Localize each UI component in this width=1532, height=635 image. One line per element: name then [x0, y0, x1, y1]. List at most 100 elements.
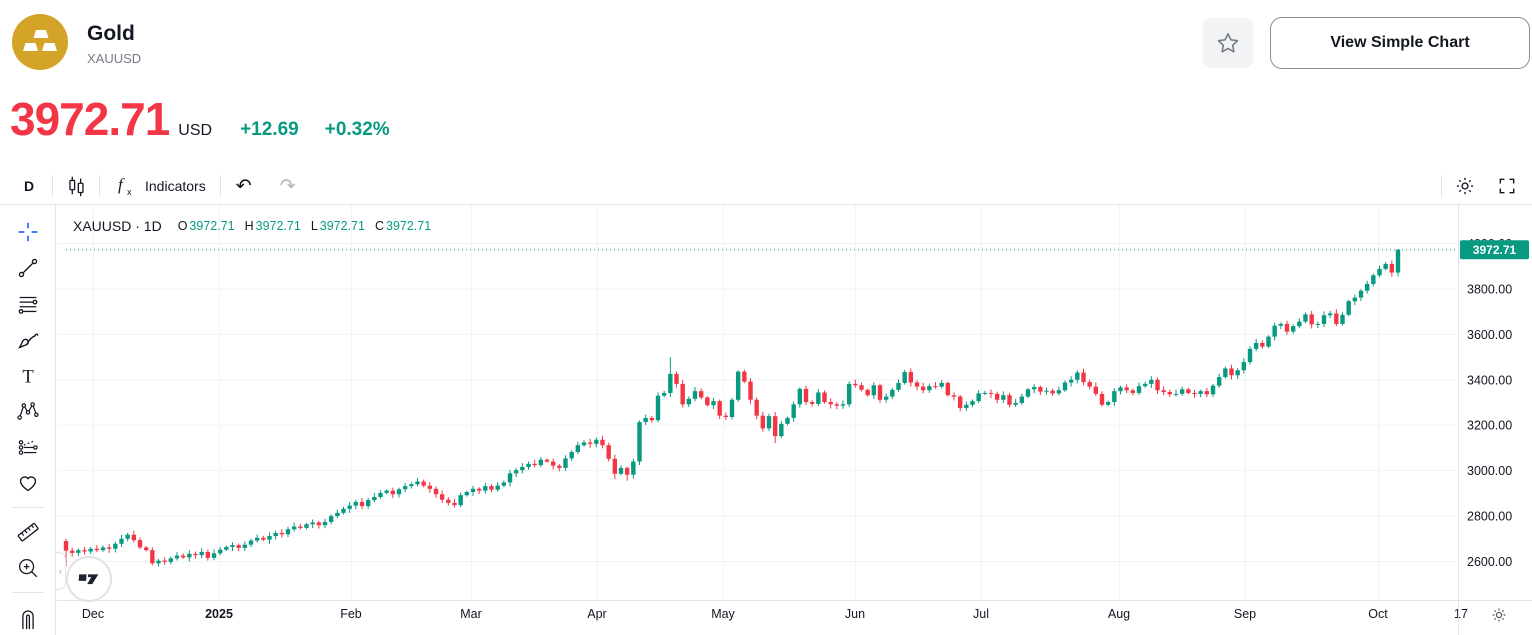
candle-body	[69, 550, 75, 553]
indicators-button[interactable]: f x Indicators	[108, 171, 212, 201]
candle-body	[606, 445, 611, 459]
tool-magnet[interactable]	[10, 599, 46, 635]
tool-zoom-in[interactable]	[10, 550, 46, 586]
time-axis[interactable]	[57, 600, 1458, 635]
candle-body	[1241, 362, 1247, 371]
candle-body	[211, 553, 217, 558]
candle-body	[174, 555, 180, 559]
candle-body	[224, 546, 229, 550]
toolbar-separator	[52, 175, 53, 197]
price-tick-label: 3600.00	[1467, 328, 1512, 342]
price-tick-label: 3000.00	[1467, 464, 1512, 478]
candle-body	[914, 382, 920, 387]
candle-body	[1235, 370, 1240, 376]
tool-emoji[interactable]	[10, 465, 46, 501]
tradingview-watermark[interactable]	[66, 556, 112, 602]
candle-body	[581, 442, 587, 446]
candle-body	[692, 391, 698, 399]
candle-body	[988, 392, 994, 394]
candle-body	[353, 501, 359, 506]
favorite-button[interactable]	[1203, 18, 1253, 68]
fullscreen-icon	[1499, 178, 1515, 194]
time-tick-label: Feb	[340, 607, 362, 621]
candle-body	[816, 392, 821, 404]
candle-body	[1371, 275, 1376, 284]
candle-body	[1099, 393, 1105, 405]
tool-crosshair[interactable]	[10, 214, 46, 250]
undo-button[interactable]: ↶	[229, 171, 259, 201]
candle-body	[378, 492, 383, 497]
gold-logo	[12, 14, 68, 70]
svg-text:x: x	[127, 187, 132, 197]
time-axis-settings-button[interactable]	[1489, 605, 1509, 625]
legend-symbol-interval[interactable]: XAUUSD · 1D	[73, 218, 162, 234]
view-simple-chart-button[interactable]: View Simple Chart	[1270, 17, 1530, 69]
drawing-toolbar-collapse-button[interactable]: ‹	[56, 552, 66, 590]
star-icon	[1217, 33, 1239, 53]
chart-settings-button[interactable]	[1450, 171, 1480, 201]
redo-button[interactable]: ↷	[273, 171, 303, 201]
candle-body	[822, 392, 827, 403]
candle-body	[1198, 391, 1203, 394]
candle-body	[1358, 290, 1364, 298]
candle-body	[1253, 342, 1259, 349]
candle-body	[439, 494, 445, 500]
tool-text[interactable]: T	[10, 358, 46, 394]
ruler-icon	[17, 523, 39, 542]
tool-brush[interactable]	[10, 322, 46, 358]
toolbar-separator	[219, 175, 221, 197]
candle-body	[199, 551, 204, 556]
candle-body	[1062, 382, 1068, 391]
candle-body	[779, 423, 784, 437]
candle-body	[797, 388, 803, 405]
candle-body	[1284, 323, 1290, 332]
fullscreen-button[interactable]	[1492, 171, 1522, 201]
tool-fib-retracement[interactable]	[10, 286, 46, 322]
tool-xabcd-pattern[interactable]	[10, 394, 46, 430]
last-price-badge-value: 3972.71	[1473, 243, 1517, 257]
interval-button[interactable]: D	[14, 171, 44, 201]
price-axis[interactable]	[1458, 205, 1532, 600]
candle-body	[785, 417, 790, 424]
price-tick-label: 3400.00	[1467, 373, 1512, 387]
candle-body	[674, 373, 679, 384]
tool-ruler[interactable]	[10, 514, 46, 550]
close-value: 3972.71	[386, 219, 432, 233]
candle-body	[1013, 402, 1018, 405]
candle-body	[156, 560, 161, 564]
candle-body	[834, 404, 840, 406]
candle-body	[279, 532, 285, 535]
open-label: O	[177, 219, 188, 233]
candle-body	[328, 516, 334, 522]
candle-body	[1167, 392, 1173, 395]
candle-body	[742, 371, 747, 382]
price-change: +12.69	[240, 119, 299, 140]
candle-body	[951, 395, 957, 397]
heart-icon	[19, 476, 36, 492]
tool-forecast[interactable]	[10, 429, 46, 465]
candle-body	[803, 388, 809, 403]
tool-trend-line[interactable]	[10, 250, 46, 286]
last-price: 3972.71	[10, 93, 170, 145]
candle-body	[618, 467, 624, 474]
candle-body	[883, 396, 889, 400]
toolbar-separator	[1441, 175, 1442, 197]
candle-body	[711, 401, 716, 406]
time-tick-label: 2025	[205, 607, 233, 621]
candle-body	[1272, 325, 1277, 337]
candle-body	[1136, 386, 1142, 393]
candle-body	[853, 383, 858, 386]
candle-body	[1118, 387, 1123, 392]
close-label: C	[374, 219, 384, 233]
candle-body	[976, 393, 981, 402]
candle-body	[569, 452, 574, 459]
candle-body	[180, 555, 186, 558]
candle-body	[1327, 313, 1333, 316]
candle-body	[162, 560, 167, 562]
chart-pane[interactable]: 4000.003800.003600.003400.003200.003000.…	[0, 205, 1532, 635]
candle-body	[729, 399, 735, 418]
chart-style-button[interactable]	[61, 171, 91, 201]
candle-body	[470, 488, 476, 492]
candle-body	[982, 392, 988, 394]
candle-body	[304, 524, 309, 528]
